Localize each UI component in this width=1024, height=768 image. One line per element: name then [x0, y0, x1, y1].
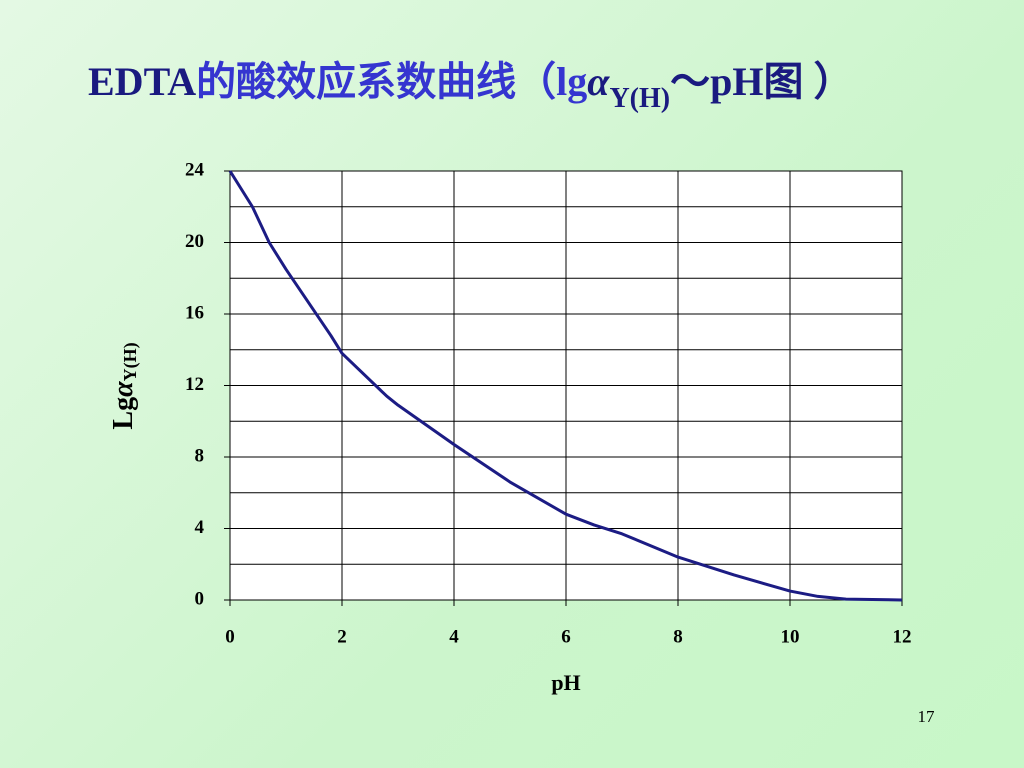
- title-part: α: [587, 59, 610, 104]
- x-axis-label: pH: [551, 670, 580, 695]
- y-label-part: Lg: [108, 397, 139, 430]
- x-tick-label: 10: [781, 626, 800, 647]
- page-number: 17: [918, 707, 936, 726]
- y-tick-label: 8: [195, 445, 205, 466]
- x-tick-label: 8: [673, 626, 683, 647]
- x-tick-label: 4: [449, 626, 459, 647]
- y-tick-label: 24: [185, 159, 205, 180]
- y-tick-label: 4: [195, 517, 205, 538]
- title-part: EDTA: [88, 59, 196, 104]
- y-tick-label: 12: [185, 374, 204, 395]
- y-tick-label: 0: [195, 588, 205, 609]
- curve: [228, 170, 903, 602]
- x-tick-label: 6: [561, 626, 571, 647]
- title-part: Y(H): [609, 83, 670, 114]
- y-tick-label: 20: [185, 231, 204, 252]
- title-part: 的酸效应系数曲线（lg: [196, 59, 587, 104]
- y-axis-label: LgαY(H): [108, 342, 141, 429]
- x-tick-label: 0: [225, 626, 235, 647]
- x-tick-label: 12: [893, 626, 912, 647]
- y-tick-label: 16: [185, 302, 204, 323]
- chart-title: EDTA的酸效应系数曲线（lgαY(H)～pH图 ）: [88, 59, 853, 114]
- x-tick-label: 2: [337, 626, 347, 647]
- title-part: ～pH图 ）: [670, 59, 853, 104]
- y-label-part: Y(H): [120, 342, 141, 381]
- y-label-part: α: [108, 381, 139, 397]
